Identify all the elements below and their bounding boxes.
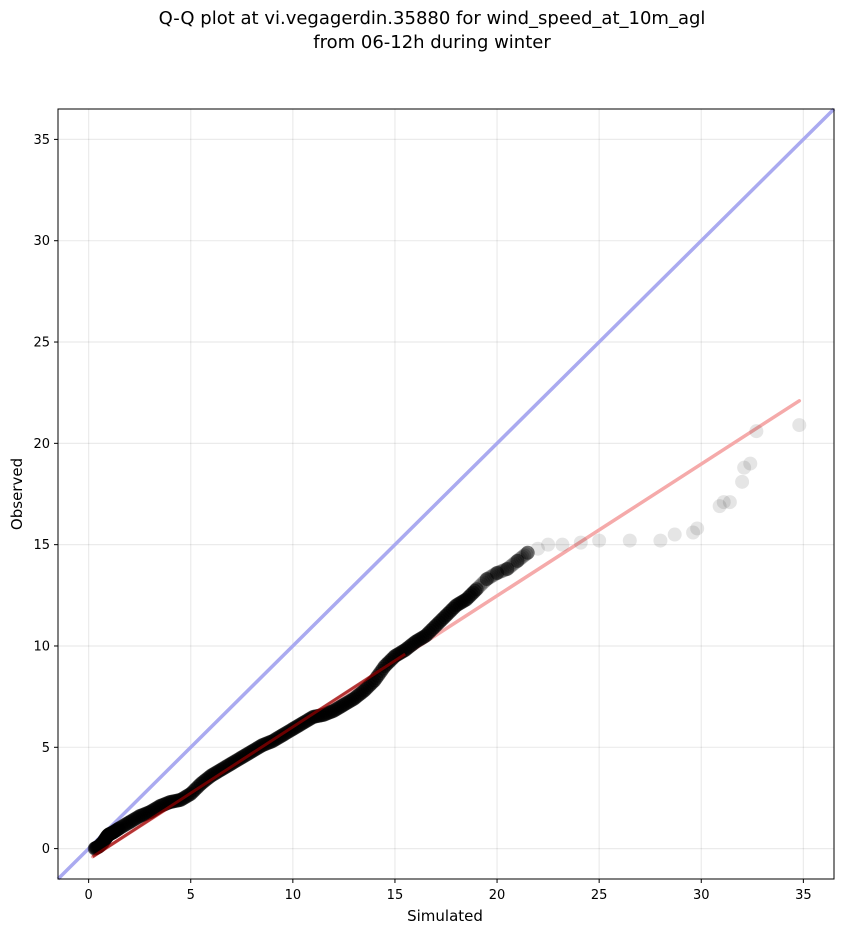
qq-point-49 <box>555 537 570 552</box>
y-tick-label-5: 5 <box>42 741 50 756</box>
qq-point-42 <box>479 572 494 587</box>
qq-point-60 <box>735 474 750 489</box>
qq-point-51 <box>592 533 607 548</box>
qq-point-58 <box>716 495 731 510</box>
qq-point-57 <box>712 499 727 514</box>
x-tick-label-10: 10 <box>285 888 302 903</box>
y-axis: 0 5 10 15 20 25 30 35 <box>33 133 58 857</box>
x-tick-label-35: 35 <box>795 888 812 903</box>
qq-point-62 <box>743 456 758 471</box>
qq-point-50 <box>573 535 588 550</box>
x-tick-label-30: 30 <box>693 888 710 903</box>
qq-point-47 <box>530 541 545 556</box>
qq-point-61 <box>737 460 752 475</box>
qq-point-64 <box>792 418 807 433</box>
qq-point-46 <box>520 545 535 560</box>
qq-point-53 <box>653 533 668 548</box>
x-tick-label-25: 25 <box>591 888 608 903</box>
qq-point-56 <box>690 521 705 536</box>
x-tick-label-15: 15 <box>387 888 404 903</box>
y-tick-label-15: 15 <box>33 538 50 553</box>
x-tick-label-5: 5 <box>187 888 195 903</box>
chart-title: Q-Q plot at vi.vegagerdin.35880 for wind… <box>159 8 706 53</box>
y-tick-label-0: 0 <box>42 842 50 857</box>
dense-fit-line-overlay <box>91 652 406 858</box>
identity-line <box>56 107 836 881</box>
y-tick-label-35: 35 <box>33 133 50 148</box>
qq-point-45 <box>510 553 525 568</box>
x-axis: 0 5 10 15 20 25 30 35 <box>84 879 812 903</box>
x-tick-label-0: 0 <box>84 888 92 903</box>
chart-title-line-2: from 06-12h during winter <box>313 32 551 53</box>
qq-point-41 <box>469 582 484 597</box>
y-tick-label-10: 10 <box>33 639 50 654</box>
x-axis-label: Simulated <box>407 907 483 925</box>
qq-point-41-interp-1 <box>471 580 486 595</box>
qq-point-59 <box>722 495 737 510</box>
grid <box>58 109 834 879</box>
y-tick-label-30: 30 <box>33 234 50 249</box>
qq-point-55 <box>686 525 701 540</box>
y-tick-label-25: 25 <box>33 336 50 351</box>
y-tick-label-20: 20 <box>33 437 50 452</box>
qq-points <box>87 418 807 858</box>
y-axis-label: Observed <box>8 458 26 530</box>
qq-point-52 <box>622 533 637 548</box>
qq-point-48 <box>541 537 556 552</box>
qq-point-54 <box>667 527 682 542</box>
x-tick-label-20: 20 <box>489 888 506 903</box>
chart-title-line-1: Q-Q plot at vi.vegagerdin.35880 for wind… <box>159 8 706 29</box>
plot-frame <box>57 108 835 880</box>
qq-point-63 <box>749 424 764 439</box>
reference-lines <box>56 107 836 881</box>
qq-point-44 <box>500 561 515 576</box>
